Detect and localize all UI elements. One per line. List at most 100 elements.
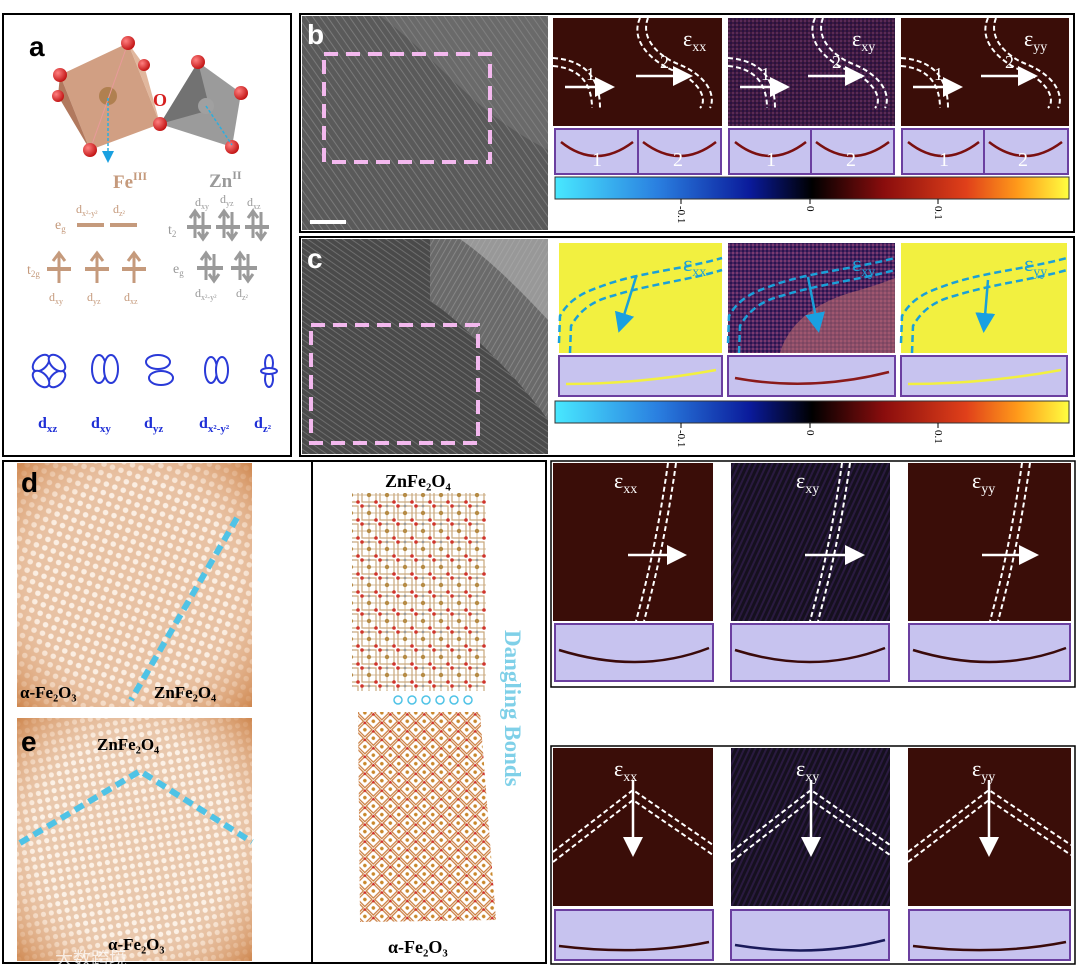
strain-region-label: 1 [934, 64, 943, 84]
panel-d-strain-yy: εyy [908, 462, 1071, 682]
panel-b-hrtem-image [302, 16, 548, 230]
orbital-labels: dxz dxy dyz dx²-y² dz² [38, 415, 272, 435]
fe-t2g-orbital-3: dxz [124, 290, 138, 306]
fe-t2g-orbital-2: dyz [87, 290, 101, 306]
strain-region-label: 1 [761, 64, 770, 84]
fe-eg-orbital-1: dx²-y² [76, 202, 98, 218]
oxygen-atom [52, 90, 64, 102]
panel-c-colorbar: -0.1 0 0.1 [554, 400, 1070, 447]
panel-b-strain-yy: 1 2 εyy 1 2 [900, 17, 1069, 175]
zn-t2-orbital-1: dxy [195, 195, 209, 211]
panel-c-strain-yy: εyy [899, 243, 1068, 397]
fe-eg-label: eg [55, 218, 66, 234]
dangling-bond-markers [393, 695, 473, 705]
panel-a: a O FeIII ZnII [2, 13, 292, 457]
model-top-phase: ZnFe₂O₄ [385, 471, 451, 491]
panel-e-strain-xx: εxx [552, 748, 714, 961]
panel-b-strain-xy: 1 2 εxy 1 2 [727, 17, 895, 175]
colorbar-tick: 0.1 [932, 206, 944, 220]
panel-e-label: e [21, 726, 37, 757]
strain-label-yy: εyy [1024, 26, 1047, 55]
orbital-dx2y2-shape [204, 356, 229, 384]
panel-e-interface-line [18, 767, 254, 846]
panel-c-strain-xx: εxx [557, 243, 723, 397]
colorbar-tick: 0.1 [932, 430, 944, 444]
zn-eg-orbital-1: dx²-y² [195, 286, 217, 302]
panel-d: d α-Fe₂O₃ ZnFe₂O₄ [17, 463, 252, 707]
oxygen-atom [191, 55, 205, 69]
zn-t2-label: t2 [168, 223, 176, 239]
panel-e-bottom-phase: α-Fe₂O₃ [108, 935, 165, 954]
colorbar-tick: 0 [804, 206, 816, 212]
orbital-shapes [31, 353, 278, 389]
panel-b-roi-box [322, 52, 492, 164]
zn-eg-orbital-2: dz² [236, 286, 249, 302]
panel-e-top-phase: ZnFe₂O₄ [97, 735, 159, 754]
watermark: 大数跨境 [55, 949, 127, 970]
orbital-label-dyz: dyz [144, 415, 163, 435]
strain-region-label: 1 [586, 64, 595, 84]
panel-c-label: c [307, 243, 323, 274]
panel-d-strain-xx: εxx [553, 462, 714, 682]
profile-label: 1 [939, 149, 949, 171]
orbital-dz2-shape [260, 354, 278, 388]
panel-d-interface-line [128, 516, 240, 702]
fe-eg-orbital-2: dz² [113, 202, 126, 218]
zn-label: ZnII [209, 168, 242, 192]
zn-eg-label: eg [173, 262, 184, 278]
oxygen-atom [83, 143, 97, 157]
panel-d-left-phase: α-Fe₂O₃ [20, 683, 77, 702]
profile-label: 1 [592, 149, 602, 171]
fe-octahedron [52, 36, 160, 157]
strain-label-yy: εyy [1024, 251, 1047, 280]
panel-b-colorbar: -0.1 0 0.1 [554, 176, 1070, 223]
orbital-dxz-shape [31, 353, 67, 389]
strain-label-xx: εxx [683, 26, 706, 55]
orbital-dxy-shape [91, 354, 119, 384]
panel-c-strain-xy: εxy [726, 243, 896, 397]
colorbar-tick: -0.1 [675, 430, 687, 447]
oxygen-atom [138, 59, 150, 71]
strain-label-xx: εxx [683, 251, 706, 280]
zn-energy-levels: dxy dyz dxz t2 eg dx²-y² dz² [168, 192, 269, 302]
fe-t2g-label: t2g [27, 263, 40, 279]
panel-d-right-phase: ZnFe₂O₄ [154, 683, 216, 702]
oxygen-atom [225, 140, 239, 154]
fe-t2g-levels [47, 250, 146, 283]
strain-region-label: 2 [832, 52, 841, 72]
strain-label-xy: εxy [852, 251, 875, 280]
oxygen-atom [53, 68, 67, 82]
panel-b-strain-xx: 1 2 εxx 1 2 [552, 17, 722, 175]
panel-b: b 1 2 εxx 1 2 1 2 εxy [299, 13, 1075, 233]
strain-label-xy: εxy [852, 26, 875, 55]
zn-t2-orbital-2: dyz [220, 192, 234, 208]
orbital-dyz-shape [145, 354, 174, 386]
profile-label: 2 [1018, 149, 1028, 171]
orbital-label-dxy: dxy [91, 415, 111, 435]
panel-e: e ZnFe₂O₄ α-Fe₂O₃ [17, 718, 254, 961]
model-bottom-crystal [358, 712, 496, 922]
panel-c-roi-box [309, 323, 480, 445]
orbital-label-dz2: dz² [254, 415, 272, 435]
oxygen-atom [234, 86, 248, 100]
dangling-bonds-label: Dangling Bonds [500, 630, 525, 787]
strain-label-xy: εxy [796, 468, 819, 497]
colorbar-tick: -0.1 [675, 206, 687, 223]
zn-t2-levels [187, 208, 269, 242]
orbital-label-dxz: dxz [38, 415, 57, 435]
oxygen-atom [153, 117, 167, 131]
panel-d-label: d [21, 467, 38, 498]
interface-model: ZnFe₂O₄ α-Fe₂O₃ Dangling Bonds [352, 471, 525, 957]
panel-e-strain-yy: εyy [907, 748, 1072, 961]
colorbar-tick: 0 [804, 430, 816, 436]
strain-label-xx: εxx [614, 756, 637, 785]
strain-region-label: 2 [660, 52, 669, 72]
panel-e-strain-xy: εxy [730, 748, 891, 961]
panel-d-strain: εxx εxy εyy [550, 460, 1076, 688]
fe-label: FeIII [113, 169, 147, 193]
panel-b-label: b [307, 19, 324, 50]
zn-dz-arrow [205, 105, 233, 146]
strain-label-xy: εxy [796, 756, 819, 785]
fe-t2g-orbital-1: dxy [49, 290, 63, 306]
